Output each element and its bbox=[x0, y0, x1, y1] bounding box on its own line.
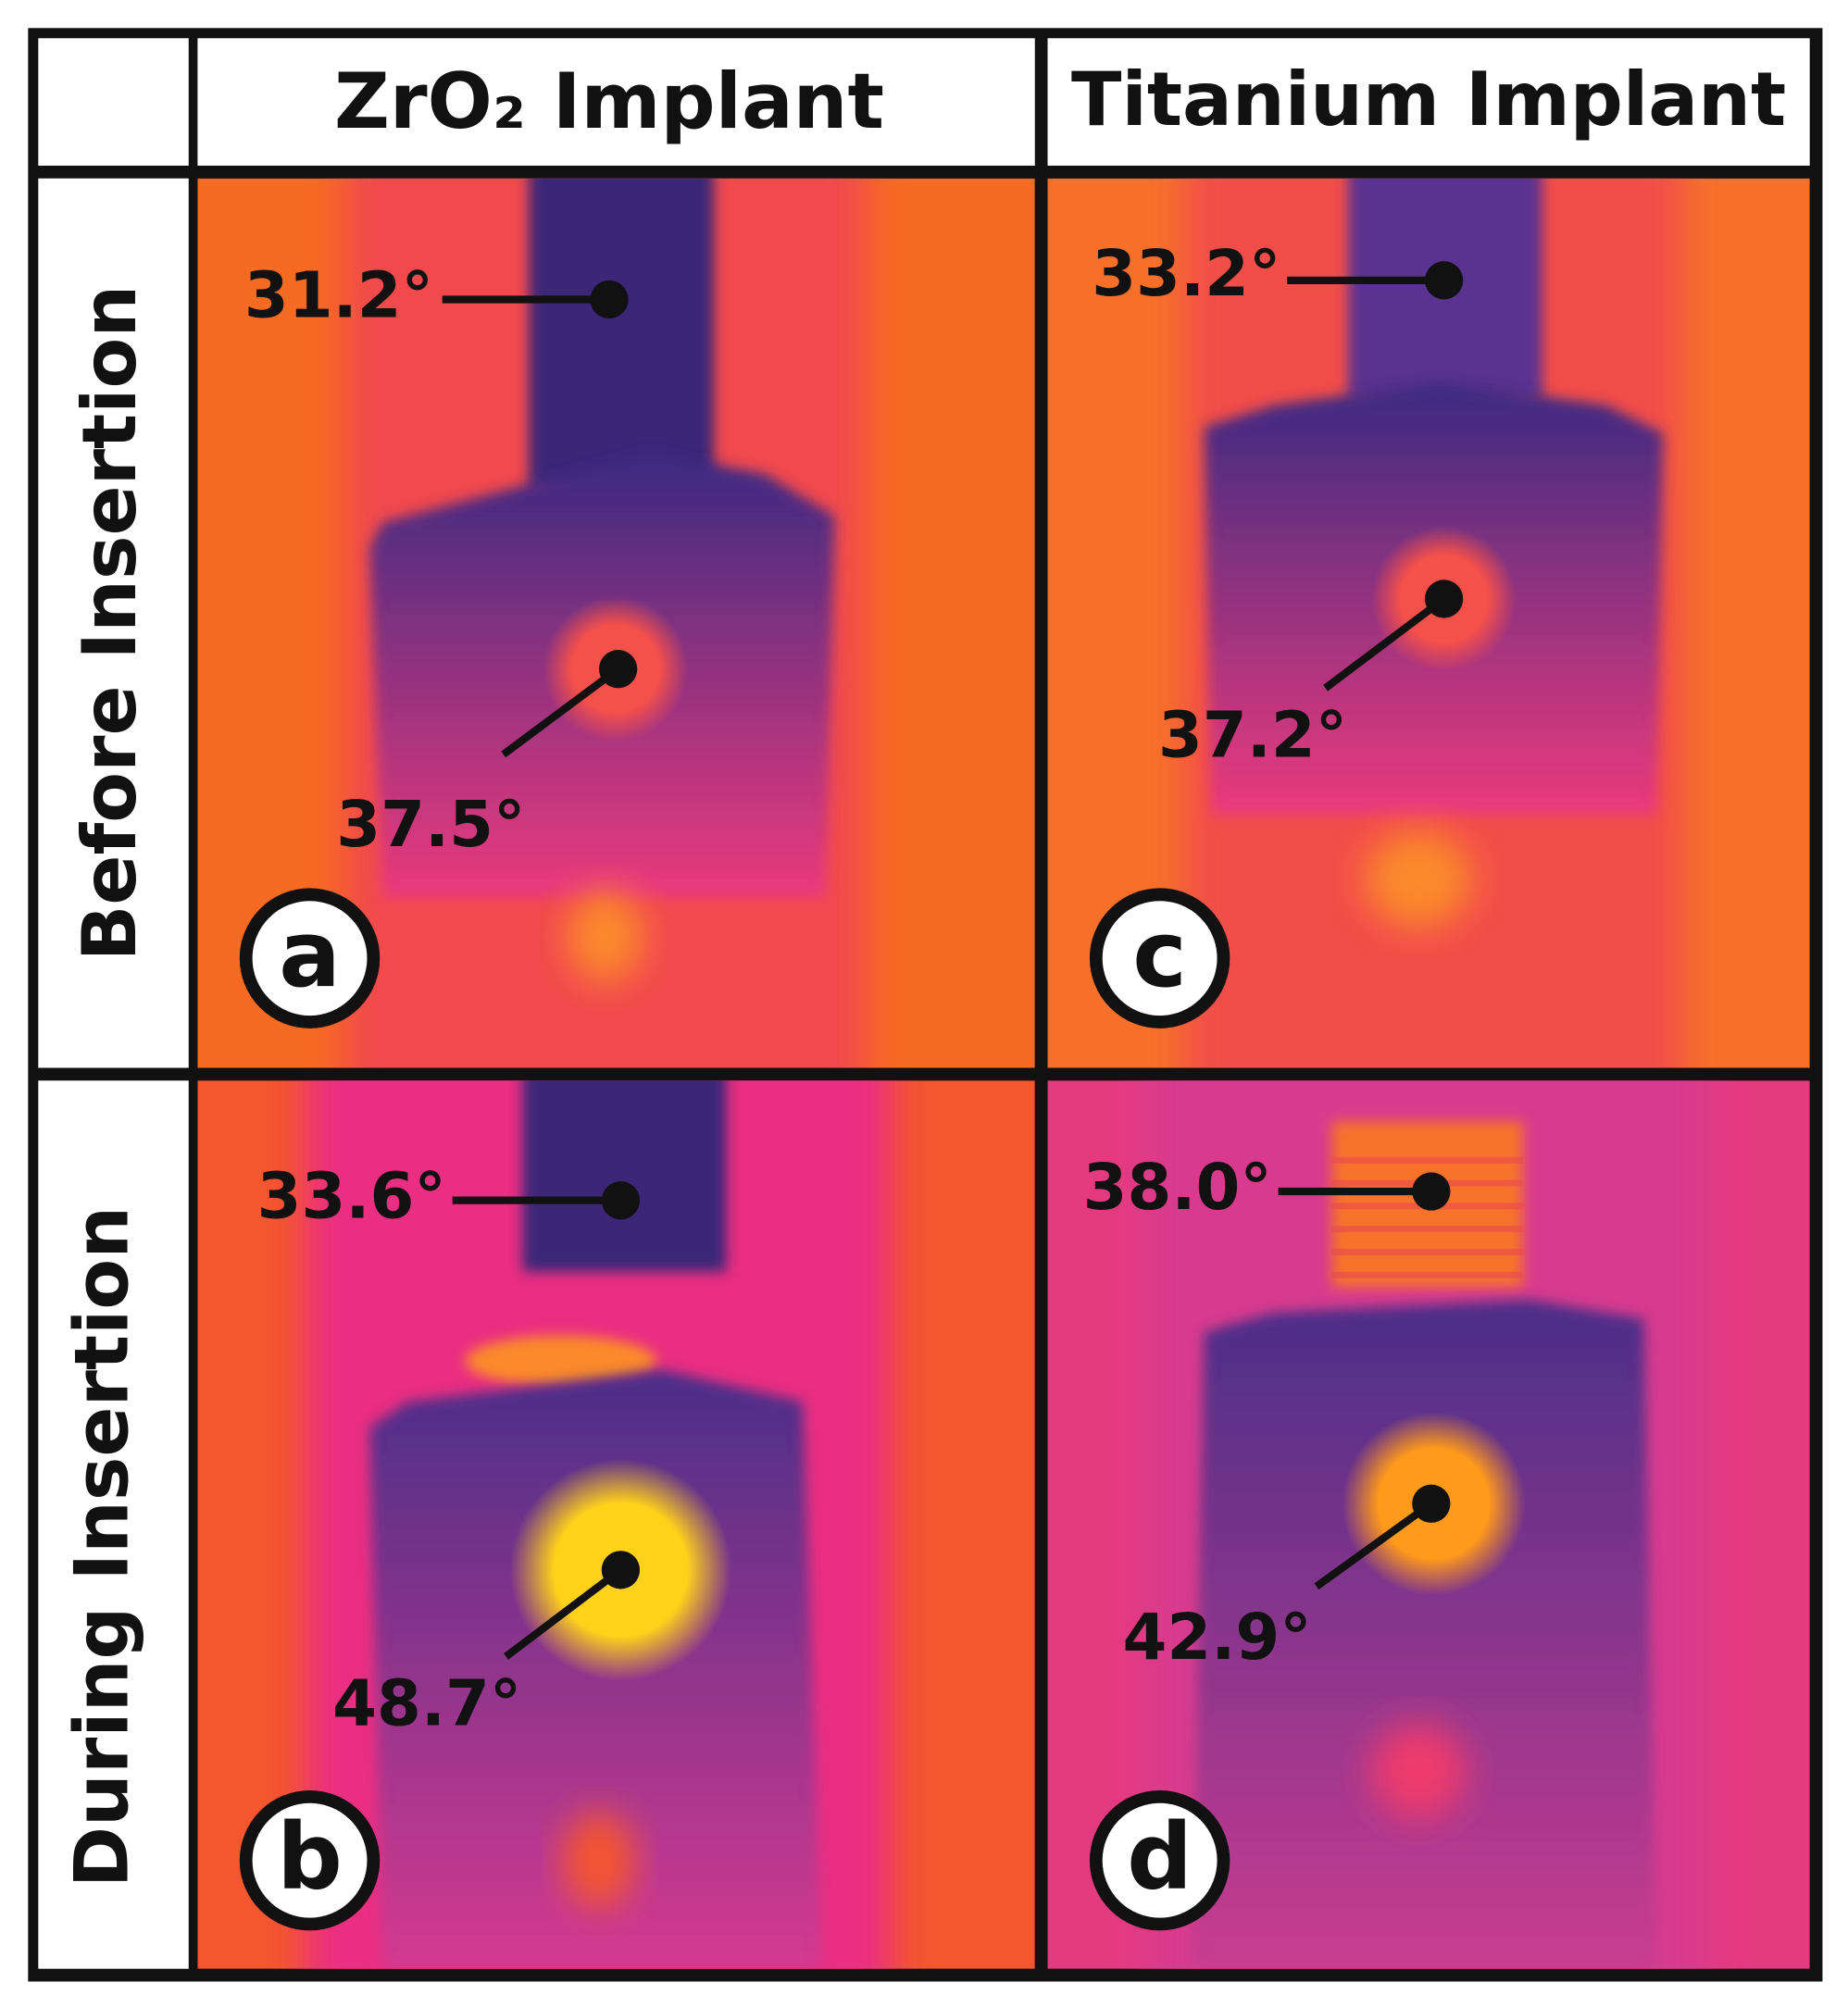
measure-point bbox=[601, 1551, 641, 1589]
implant-body bbox=[1192, 1300, 1657, 1969]
panel-badge bbox=[239, 888, 381, 1028]
measure-point bbox=[1412, 1484, 1451, 1523]
stripe bbox=[1331, 1226, 1523, 1233]
panel-badge bbox=[1089, 1789, 1230, 1931]
panel-letter: c bbox=[1132, 902, 1187, 1008]
thermal-image: 33.2° 37.2° c bbox=[1047, 178, 1810, 1068]
implant-neck bbox=[522, 1080, 727, 1272]
column-header: ZrO₂ Implant bbox=[334, 57, 884, 146]
row-label-cell bbox=[38, 1080, 189, 1969]
thermal-image: 38.0° 42.9° d bbox=[1047, 1080, 1810, 1969]
measure-point bbox=[1424, 261, 1464, 300]
measure-point bbox=[1424, 580, 1464, 618]
panel-letter: d bbox=[1127, 1804, 1192, 1911]
warm-spot bbox=[563, 1812, 635, 1910]
leader-line bbox=[501, 666, 621, 758]
warm-spot bbox=[567, 891, 644, 983]
header-cell bbox=[197, 38, 1035, 166]
row-header: Before Insertion bbox=[67, 285, 153, 962]
row-label-cell bbox=[38, 178, 189, 1068]
warm-spot bbox=[1365, 830, 1472, 929]
thermal-image: 31.2° 37.5° a bbox=[197, 178, 1035, 1068]
panel-letter: a bbox=[279, 902, 341, 1008]
column-header: Titanium Implant bbox=[1071, 56, 1786, 143]
temperature-label: 38.0° bbox=[1083, 1151, 1272, 1225]
temperature-label: 37.2° bbox=[1158, 698, 1347, 772]
measure-point bbox=[601, 1181, 641, 1220]
implant-neck bbox=[529, 178, 714, 491]
measure-point bbox=[1412, 1172, 1451, 1211]
stripe bbox=[1331, 1156, 1523, 1164]
leader-line bbox=[1314, 1500, 1434, 1590]
row-header: During Insertion bbox=[59, 1206, 145, 1888]
corner-cell bbox=[38, 38, 189, 166]
temperature-label: 42.9° bbox=[1123, 1601, 1312, 1675]
panel-letter: b bbox=[277, 1804, 343, 1911]
temperature-label: 33.2° bbox=[1092, 237, 1280, 311]
panel-badge bbox=[239, 1789, 381, 1931]
thermal-image: 33.6° 48.7° b bbox=[197, 1080, 1035, 1969]
measure-point bbox=[598, 650, 638, 689]
temperature-label: 33.6° bbox=[257, 1160, 446, 1234]
panel-badge bbox=[1089, 888, 1230, 1028]
warm-spot bbox=[1369, 1723, 1467, 1820]
stripe bbox=[1331, 1271, 1523, 1278]
measure-point bbox=[590, 280, 629, 319]
temperature-label: 31.2° bbox=[244, 259, 433, 333]
temperature-label: 48.7° bbox=[332, 1667, 521, 1741]
temperature-label: 37.5° bbox=[336, 788, 525, 862]
warm-smear bbox=[465, 1335, 656, 1387]
leader-line bbox=[504, 1566, 623, 1660]
header-cell bbox=[1047, 38, 1810, 166]
leader-line bbox=[1323, 595, 1447, 692]
stripe bbox=[1331, 1248, 1523, 1255]
